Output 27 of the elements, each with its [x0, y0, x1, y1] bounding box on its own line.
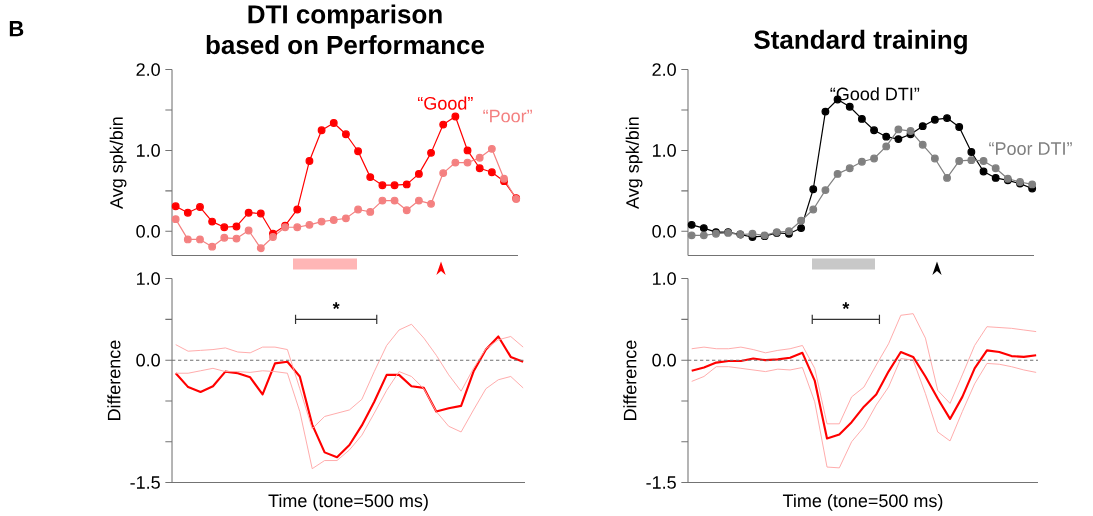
text: B: [9, 21, 24, 37]
chart-title: DTI comparison based on Performance: [206, 4, 485, 55]
annotation: *: [842, 302, 850, 310]
series-label: “Poor”: [483, 110, 532, 123]
series-label: “Good”: [418, 96, 473, 110]
chart-title: Standard training: [754, 30, 967, 55]
y-axis-title: Difference: [107, 340, 121, 421]
y-tick-label: 0.0: [136, 354, 160, 367]
y-tick-label: 2.0: [652, 63, 676, 77]
y-tick-label: 2.0: [136, 63, 160, 77]
y-tick-label: 1.0: [136, 144, 160, 158]
y-tick-label: -1.5: [646, 476, 676, 490]
y-tick-label: 1.0: [652, 272, 676, 286]
x-axis-title: Time (tone=500 ms): [782, 494, 943, 511]
y-tick-label: 1.0: [136, 272, 160, 286]
annotation: *: [332, 302, 340, 310]
series-label: “Poor DTI”: [989, 142, 1072, 156]
y-axis-title: Difference: [623, 340, 637, 421]
x-axis-title: Time (tone=500 ms): [268, 494, 428, 511]
y-tick-label: 1.0: [652, 144, 676, 158]
y-tick-label: 0.0: [136, 225, 160, 238]
y-axis-title: Avg spk/bin: [109, 117, 127, 210]
y-tick-label: 0.0: [652, 354, 676, 367]
y-axis-title: Avg spk/bin: [625, 117, 643, 210]
series-label: “Good DTI”: [830, 87, 920, 101]
y-tick-label: -1.5: [130, 476, 160, 490]
y-tick-label: 0.0: [652, 225, 676, 238]
